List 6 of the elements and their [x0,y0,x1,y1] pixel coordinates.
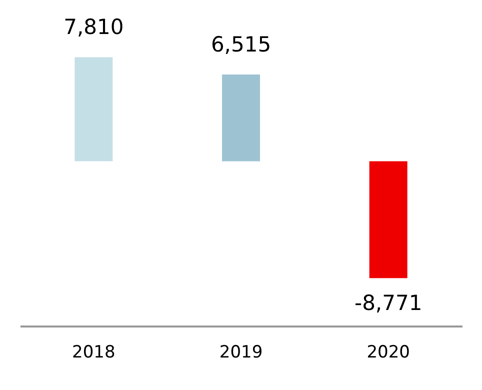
data-label: 7,810 [64,15,124,40]
data-label: 6,515 [210,32,272,56]
x-tick-label: 2019 [219,342,263,362]
x-tick-label: 2018 [72,342,116,362]
data-label: -8,771 [354,291,422,316]
x-tick-label: 2020 [366,342,410,362]
